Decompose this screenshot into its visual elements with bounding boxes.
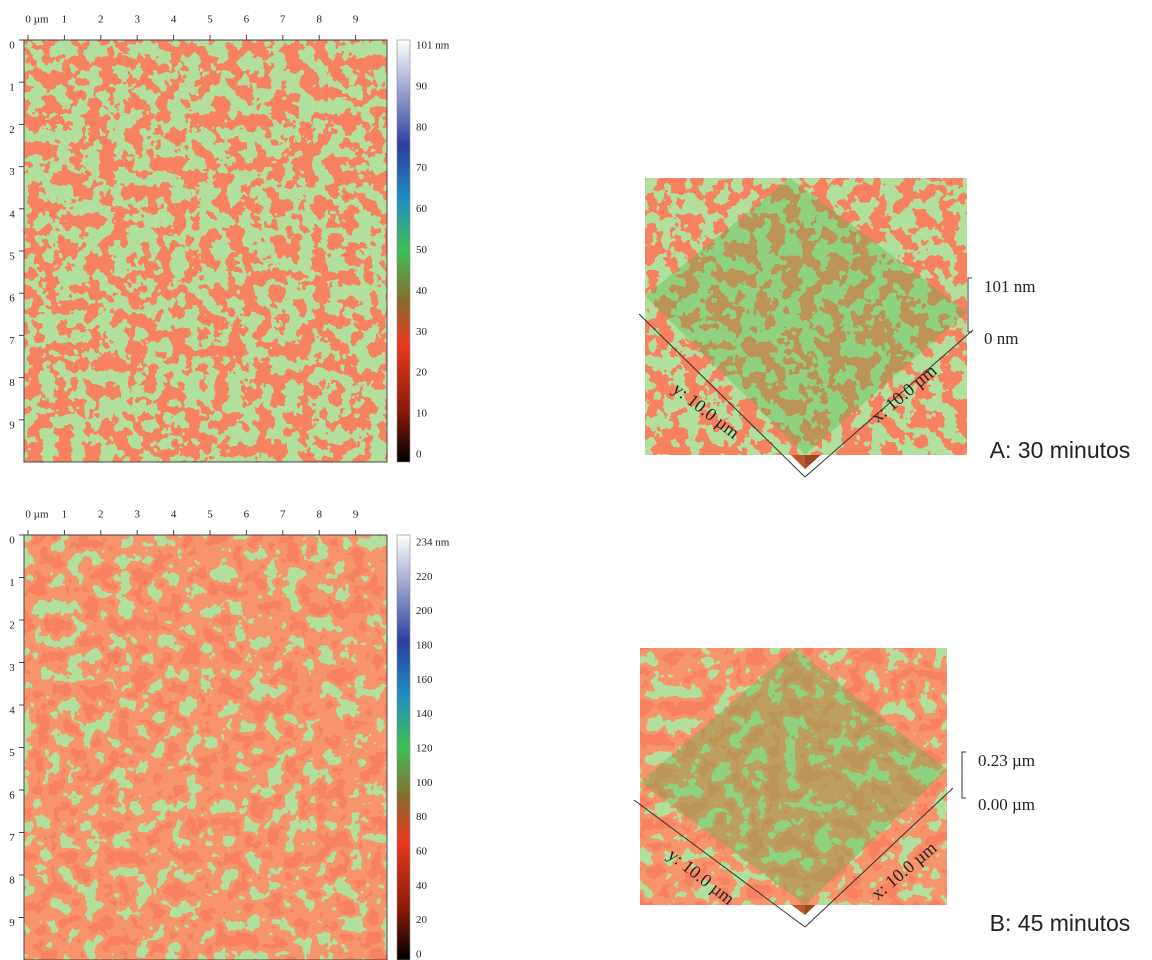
- x-tick-label: 2: [98, 509, 104, 521]
- colorbar-label: 80: [416, 811, 428, 823]
- x-tick-label: 4: [171, 14, 177, 26]
- colorbar-label: 220: [416, 571, 433, 583]
- x-tick-label: 7: [280, 14, 286, 26]
- colorbar-label: 140: [416, 708, 433, 720]
- caption: A: 30 minutos: [990, 437, 1131, 463]
- height-map: [24, 40, 387, 462]
- y-tick-label: 3: [9, 166, 15, 178]
- colorbar-label: 90: [416, 80, 428, 92]
- x-tick-label: 1: [62, 14, 68, 26]
- surface-clip-fill: [645, 178, 967, 455]
- z-bracket: [962, 752, 966, 798]
- colorbar-label: 101 nm: [416, 40, 450, 52]
- colorbar-label: 40: [416, 880, 428, 892]
- z-bottom-label: 0 nm: [984, 329, 1018, 348]
- x-tick-label: 6: [244, 14, 250, 26]
- height-map: [24, 535, 387, 960]
- y-tick-label: 8: [9, 875, 15, 887]
- colorbar-label: 0: [416, 949, 422, 960]
- colorbar-label: 60: [416, 203, 428, 215]
- x-tick-label: 4: [171, 509, 177, 521]
- x-tick-label: 8: [316, 14, 322, 26]
- x-tick-label: 9: [353, 509, 359, 521]
- colorbar-label: 50: [416, 244, 428, 256]
- y-tick-label: 3: [9, 662, 15, 674]
- y-tick-label: 9: [9, 419, 15, 431]
- colorbar-label: 10: [416, 408, 428, 420]
- colorbar-label: 20: [416, 367, 428, 379]
- colorbar-label: 20: [416, 914, 428, 926]
- x-tick-label: 3: [134, 14, 140, 26]
- colorbar-label: 30: [416, 326, 428, 338]
- colorbar-label: 70: [416, 162, 428, 174]
- y-tick-label: 2: [9, 124, 15, 136]
- x-tick-label: 2: [98, 14, 104, 26]
- y-tick-label: 8: [9, 377, 15, 389]
- figure: 0 µm1234567890123456789101 nm90807060504…: [0, 0, 1152, 960]
- z-top-label: 0.23 µm: [978, 751, 1035, 770]
- page: {"panels": [ {"x_ticks": ["0 µm", "1", "…: [0, 0, 1152, 960]
- colorbar-label: 100: [416, 777, 433, 789]
- y-tick-label: 0: [9, 535, 15, 547]
- z-bracket: [968, 278, 972, 332]
- x-tick-label: 3: [134, 509, 140, 521]
- colorbar-label: 120: [416, 743, 433, 755]
- y-tick-label: 7: [9, 832, 15, 844]
- colorbar: [397, 40, 410, 462]
- x-tick-label: 5: [207, 509, 213, 521]
- colorbar-label: 200: [416, 605, 433, 617]
- colorbar-label: 160: [416, 674, 433, 686]
- y-tick-label: 1: [9, 577, 15, 589]
- x-tick-label: 9: [353, 14, 359, 26]
- y-tick-label: 5: [9, 747, 15, 759]
- x-axis-label: x: 10.0 µm: [867, 838, 940, 904]
- x-tick-label: 8: [316, 509, 322, 521]
- x-tick-label: 7: [280, 509, 286, 521]
- y-tick-label: 1: [9, 82, 15, 94]
- z-top-label: 101 nm: [984, 277, 1035, 296]
- colorbar-label: 234 nm: [416, 537, 450, 549]
- colorbar: [397, 535, 410, 960]
- colorbar-label: 0: [416, 449, 422, 461]
- colorbar-label: 80: [416, 121, 428, 133]
- x-tick-label: 0 µm: [25, 509, 49, 521]
- z-bottom-label: 0.00 µm: [978, 795, 1035, 814]
- y-tick-label: 6: [9, 293, 15, 305]
- x-tick-label: 5: [207, 14, 213, 26]
- y-tick-label: 0: [9, 40, 15, 52]
- y-tick-label: 4: [9, 705, 15, 717]
- y-tick-label: 6: [9, 790, 15, 802]
- colorbar-label: 180: [416, 640, 433, 652]
- x-tick-label: 1: [62, 509, 68, 521]
- x-tick-label: 6: [244, 509, 250, 521]
- y-tick-label: 7: [9, 335, 15, 347]
- colorbar-label: 40: [416, 285, 428, 297]
- y-tick-label: 2: [9, 620, 15, 632]
- x-tick-label: 0 µm: [25, 14, 49, 26]
- y-tick-label: 5: [9, 251, 15, 263]
- y-tick-label: 4: [9, 208, 15, 220]
- caption: B: 45 minutos: [990, 910, 1131, 936]
- colorbar-label: 60: [416, 846, 428, 858]
- y-tick-label: 9: [9, 917, 15, 929]
